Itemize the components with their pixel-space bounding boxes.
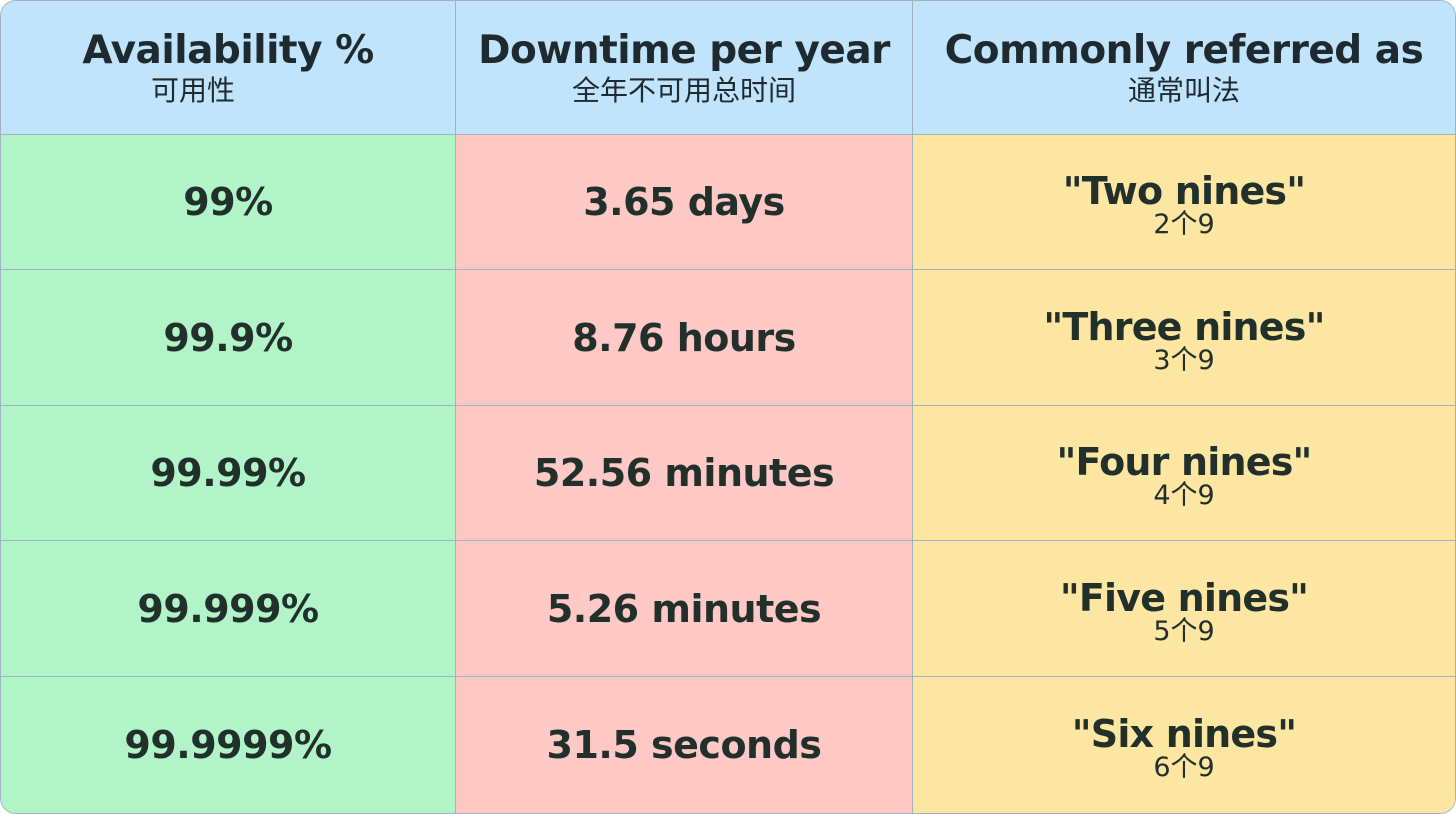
availability-value: 99.9999% xyxy=(124,723,332,767)
alias-subtitle: 6个9 xyxy=(1153,752,1215,783)
alias-cell: "Two nines" 2个9 xyxy=(913,135,1455,270)
downtime-cell: 5.26 minutes xyxy=(456,541,913,677)
availability-value: 99% xyxy=(183,180,273,224)
availability-cell: 99.99% xyxy=(1,406,456,541)
availability-value: 99.999% xyxy=(137,586,319,631)
downtime-cell: 8.76 hours xyxy=(456,270,913,406)
alias-subtitle: 3个9 xyxy=(1153,344,1215,376)
alias-cell: "Six nines" 6个9 xyxy=(913,677,1455,813)
header-title: Downtime per year xyxy=(478,27,890,73)
availability-cell: 99.9999% xyxy=(1,677,456,813)
alias-value: "Two nines" xyxy=(1062,169,1306,213)
header-availability: Availability % 可用性 xyxy=(1,1,456,135)
availability-cell: 99.999% xyxy=(1,541,456,677)
alias-value: "Five nines" xyxy=(1059,575,1309,620)
header-title: Commonly referred as xyxy=(944,27,1424,73)
alias-subtitle: 5个9 xyxy=(1153,615,1215,647)
alias-cell: "Four nines" 4个9 xyxy=(913,406,1455,541)
header-subtitle: 通常叫法 xyxy=(1127,73,1240,107)
header-alias: Commonly referred as 通常叫法 xyxy=(913,1,1455,135)
header-subtitle: 全年不可用总时间 xyxy=(571,73,796,107)
alias-value: "Six nines" xyxy=(1071,712,1297,756)
availability-value: 99.9% xyxy=(163,315,293,360)
downtime-value: 5.26 minutes xyxy=(546,586,822,631)
downtime-cell: 3.65 days xyxy=(456,135,913,270)
alias-cell: "Five nines" 5个9 xyxy=(913,541,1455,677)
downtime-value: 31.5 seconds xyxy=(546,723,822,767)
header-downtime: Downtime per year 全年不可用总时间 xyxy=(456,1,913,135)
downtime-value: 3.65 days xyxy=(583,180,785,224)
header-subtitle: 可用性 xyxy=(150,73,235,107)
header-title: Availability % xyxy=(82,27,374,73)
alias-value: "Three nines" xyxy=(1043,304,1325,349)
alias-value: "Four nines" xyxy=(1056,440,1312,484)
downtime-value: 52.56 minutes xyxy=(533,451,835,495)
alias-cell: "Three nines" 3个9 xyxy=(913,270,1455,406)
downtime-cell: 31.5 seconds xyxy=(456,677,913,813)
availability-cell: 99.9% xyxy=(1,270,456,406)
availability-cell: 99% xyxy=(1,135,456,270)
availability-value: 99.99% xyxy=(150,451,306,495)
alias-subtitle: 4个9 xyxy=(1153,480,1215,511)
alias-subtitle: 2个9 xyxy=(1153,209,1215,240)
downtime-cell: 52.56 minutes xyxy=(456,406,913,541)
downtime-value: 8.76 hours xyxy=(572,315,796,360)
